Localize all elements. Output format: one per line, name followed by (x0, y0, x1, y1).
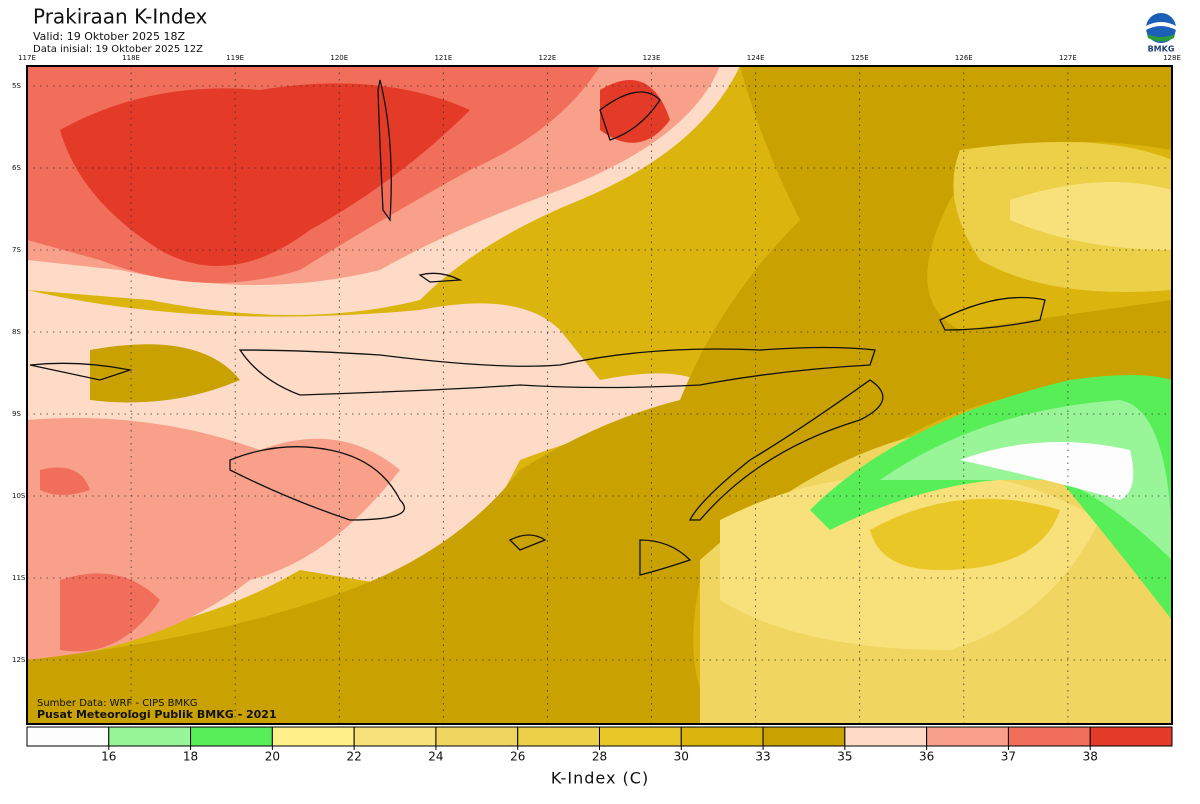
colorbar-tick-label: 22 (347, 750, 362, 764)
colorbar-tick-label: 28 (592, 750, 607, 764)
colorbar-tick-label: 26 (510, 750, 525, 764)
logo-text: BMKG (1148, 45, 1175, 54)
lon-label: 117E (18, 54, 36, 62)
map-frame (26, 65, 1173, 725)
colorbar-swatch (190, 726, 273, 747)
colorbar-tick-label: 20 (265, 750, 280, 764)
map-field (27, 66, 1172, 724)
initial-time: Data inisial: 19 Oktober 2025 12Z (33, 44, 203, 55)
lon-label: 119E (226, 54, 244, 62)
colorbar-tick-label: 36 (919, 750, 934, 764)
lat-label: 9S (12, 410, 21, 418)
colorbar-swatch (680, 726, 764, 747)
colorbar-tick-label: 33 (755, 750, 770, 764)
colorbar-swatch (353, 726, 437, 747)
map-grid: 117E 118E 119E 120E 121E 122E 123E 124E 125E 126E… (12, 54, 1181, 724)
lon-label: 126E (955, 54, 973, 62)
lon-label: 125E (851, 54, 869, 62)
logo: BMKG (1146, 13, 1176, 54)
lon-label: 121E (434, 54, 452, 62)
lat-label: 11S (12, 574, 26, 582)
colorbar-swatch (926, 726, 1009, 747)
colorbar-tick-label: 16 (101, 750, 116, 764)
colorbar-tick-label: 18 (183, 750, 198, 764)
colorbar-swatch (599, 726, 682, 747)
title: Prakiraan K-Index (33, 5, 208, 29)
colorbar-swatch (517, 726, 601, 747)
credit-publisher: Pusat Meteorologi Publik BMKG - 2021 (37, 708, 277, 721)
lon-label: 124E (747, 54, 765, 62)
lon-label: 123E (643, 54, 661, 62)
colorbar-swatch (26, 726, 110, 747)
colorbar-tick-label: 24 (428, 750, 443, 764)
colorbar-swatch (1089, 726, 1173, 747)
colorbar-swatch (1007, 726, 1091, 747)
lat-label: 12S (12, 656, 26, 664)
lon-label: 127E (1059, 54, 1077, 62)
colorbar-swatch (435, 726, 519, 747)
lat-label: 7S (12, 246, 21, 254)
colorbar-tick-label: 30 (674, 750, 689, 764)
colorbar-tick-label: 38 (1083, 750, 1098, 764)
colorbar-swatch (844, 726, 928, 747)
lon-label: 128E (1163, 54, 1181, 62)
lon-label: 120E (330, 54, 348, 62)
lon-label: 118E (122, 54, 140, 62)
colorbar-label: K-Index (C) (551, 769, 649, 788)
credit-source: Sumber Data: WRF - CIPS BMKG (37, 698, 197, 709)
lat-label: 10S (12, 492, 26, 500)
colorbar-swatch (762, 726, 846, 747)
colorbar-tick-label: 37 (1001, 750, 1016, 764)
lat-label: 5S (12, 82, 21, 90)
colorbar-swatch (271, 726, 355, 747)
lat-label: 8S (12, 328, 21, 336)
colorbar-swatch (108, 726, 192, 747)
lon-label: 122E (539, 54, 557, 62)
colorbar-tick-label: 35 (837, 750, 852, 764)
lat-label: 6S (12, 164, 21, 172)
valid-time: Valid: 19 Oktober 2025 18Z (33, 30, 186, 43)
colorbar: 16 18 20 22 24 26 28 30 33 35 36 37 38 (26, 726, 1173, 764)
